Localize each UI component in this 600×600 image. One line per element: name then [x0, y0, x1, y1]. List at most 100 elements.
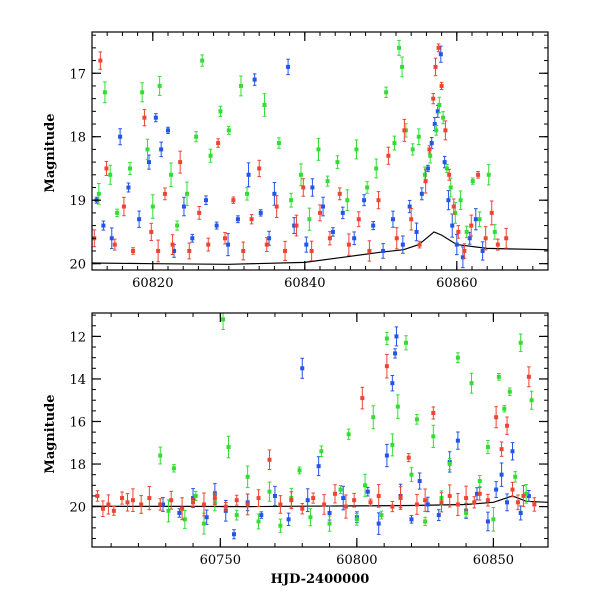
bottom-y-tick-label: 16 — [69, 415, 86, 430]
bottom-x-tick-label: 60750 — [200, 553, 241, 568]
top-data-point — [346, 233, 351, 256]
bottom-data-point — [223, 501, 228, 512]
top-data-point — [392, 135, 397, 151]
bottom-data-point — [526, 489, 531, 502]
bottom-panel: Magnitude HJD-2400000 60750 60800 60850 12 1… — [43, 312, 549, 587]
top-data-point — [450, 213, 455, 238]
bottom-data-point — [365, 486, 370, 497]
top-data-point — [175, 220, 180, 231]
bottom-data-point — [384, 443, 389, 468]
top-data-point — [147, 154, 151, 170]
bottom-data-point — [404, 335, 409, 351]
top-data-point — [104, 160, 109, 176]
bottom-y-tick-label: 20 — [69, 501, 86, 516]
bottom-data-point — [267, 481, 272, 502]
bottom-data-point — [286, 512, 291, 527]
bottom-data-point — [518, 505, 523, 521]
top-data-point — [441, 111, 446, 125]
top-x-tick-label: 60820 — [132, 276, 173, 291]
top-series-1 — [96, 39, 497, 240]
top-data-point — [443, 120, 448, 141]
bottom-data-point — [494, 406, 499, 429]
bottom-data-point — [352, 492, 357, 508]
top-data-point — [257, 159, 262, 178]
bottom-data-point — [477, 474, 482, 488]
bottom-data-point — [491, 507, 496, 532]
top-data-point — [400, 56, 405, 78]
top-data-point — [159, 141, 164, 158]
top-y-tick-label: 18 — [69, 131, 86, 146]
bottom-data-point — [256, 489, 261, 507]
bottom-data-point — [409, 515, 414, 524]
top-y-tick-label: 17 — [69, 67, 86, 82]
bottom-data-point — [455, 352, 460, 364]
top-data-point — [335, 155, 340, 169]
top-data-point — [252, 73, 257, 86]
top-data-point — [299, 163, 303, 187]
bottom-data-point — [160, 497, 165, 512]
top-data-point — [464, 225, 469, 239]
top-data-point — [140, 82, 145, 103]
top-data-point — [504, 227, 509, 249]
bottom-data-point — [333, 484, 338, 504]
top-series-0 — [94, 45, 485, 269]
top-data-point — [442, 155, 447, 169]
top-data-point — [423, 168, 428, 194]
bottom-data-point — [510, 442, 515, 461]
bottom-data-point — [406, 453, 411, 463]
bottom-data-point — [532, 497, 537, 512]
top-data-point — [170, 234, 175, 255]
bottom-data-point — [393, 348, 398, 359]
bottom-data-point — [120, 491, 125, 505]
top-data-point — [206, 237, 211, 252]
top-data-point — [433, 57, 438, 77]
bottom-data-point — [130, 488, 135, 513]
bottom-y-tick-label: 14 — [69, 373, 86, 388]
bottom-data-point — [147, 485, 152, 511]
top-data-point — [274, 195, 279, 218]
top-data-point — [354, 139, 359, 160]
top-data-point — [194, 131, 199, 143]
top-data-point — [394, 227, 399, 250]
bottom-data-point — [507, 387, 512, 396]
bottom-data-point — [212, 490, 217, 506]
top-data-point — [307, 207, 312, 231]
bottom-data-point — [158, 446, 163, 465]
top-data-point — [231, 196, 236, 204]
bottom-data-point — [311, 492, 316, 504]
bottom-data-point — [384, 353, 389, 379]
top-data-point — [381, 243, 386, 259]
top-data-point — [149, 222, 154, 242]
top-data-point — [294, 214, 299, 237]
bottom-data-point — [139, 495, 144, 514]
top-data-point — [486, 164, 491, 186]
top-data-point — [340, 206, 345, 220]
top-data-point — [226, 125, 231, 135]
bottom-data-point — [447, 457, 452, 471]
top-data-point — [470, 177, 475, 185]
bottom-data-point — [494, 481, 499, 498]
top-data-point — [384, 86, 389, 98]
top-data-point — [429, 137, 434, 150]
top-data-point — [414, 222, 419, 242]
bottom-x-tick-label: 60850 — [473, 553, 514, 568]
bottom-data-point — [431, 424, 436, 448]
bottom-data-point — [502, 404, 507, 413]
top-data-point — [208, 148, 213, 163]
top-data-point — [245, 187, 250, 201]
top-data-point — [410, 143, 415, 156]
bottom-data-point — [524, 483, 529, 504]
top-data-point — [316, 137, 321, 161]
top-data-point — [462, 243, 467, 259]
bottom-data-point — [510, 481, 515, 498]
top-data-point — [246, 162, 251, 188]
bottom-data-point — [414, 494, 419, 515]
top-data-point — [376, 191, 381, 210]
bottom-data-point — [368, 498, 373, 507]
top-data-point — [131, 247, 136, 255]
top-data-point — [427, 145, 432, 154]
top-data-point — [439, 81, 444, 91]
top-data-point — [108, 164, 113, 185]
top-data-point — [187, 242, 192, 260]
bottom-data-point — [300, 357, 305, 379]
